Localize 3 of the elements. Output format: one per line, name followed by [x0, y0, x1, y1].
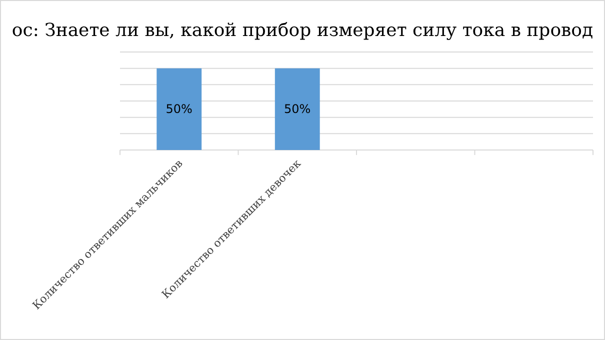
data-label: 50%	[166, 102, 192, 116]
data-label: 50%	[284, 102, 311, 116]
chart-title: ос: Знаете ли вы, какой прибор измеряет силу тока в провод	[12, 20, 594, 41]
